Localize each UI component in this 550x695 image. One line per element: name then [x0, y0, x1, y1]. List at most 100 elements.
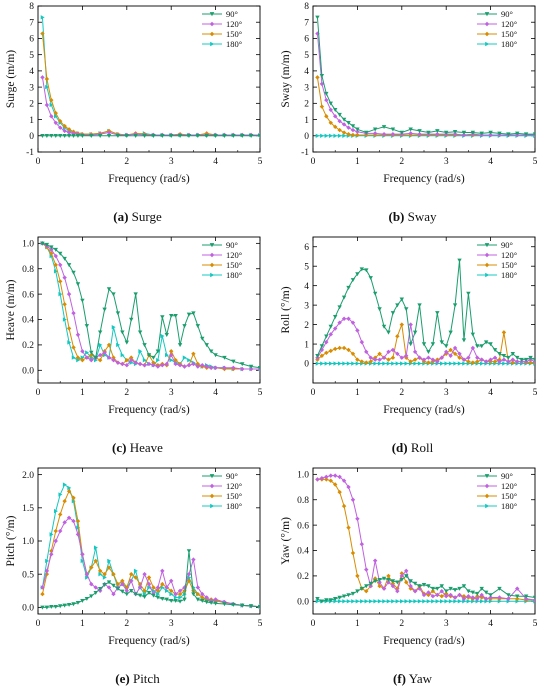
data-point [71, 345, 76, 350]
data-point [399, 297, 404, 302]
data-point [222, 365, 227, 370]
data-point [421, 592, 427, 598]
data-point [222, 134, 227, 138]
data-point [328, 332, 333, 337]
x-tick-label: 4 [488, 619, 493, 629]
data-point [209, 493, 215, 499]
data-point [319, 347, 325, 353]
data-point [337, 320, 342, 325]
data-point [209, 483, 215, 489]
data-point [532, 132, 535, 137]
y-tick-label: 7 [29, 18, 34, 28]
data-point [111, 292, 116, 297]
data-point [97, 357, 103, 363]
legend-label: 120° [501, 481, 517, 491]
data-point [97, 587, 103, 591]
data-point [492, 359, 498, 364]
data-point [71, 495, 76, 501]
x-tick-label: 0 [36, 388, 41, 398]
data-point [453, 599, 458, 604]
data-point [75, 532, 81, 537]
data-point [479, 131, 484, 136]
data-point [209, 252, 215, 258]
data-point [453, 361, 458, 366]
data-point [324, 91, 329, 96]
legend-label: 90° [226, 9, 238, 19]
data-point [462, 361, 467, 366]
y-axis-label: Yaw (°/m) [280, 517, 292, 565]
data-point [177, 134, 183, 138]
data-point [390, 131, 396, 137]
data-point [53, 528, 58, 534]
data-point [350, 320, 356, 325]
series-layer [315, 15, 535, 138]
data-point [430, 586, 436, 591]
data-point [257, 134, 260, 138]
data-point [373, 599, 378, 604]
data-point [515, 355, 520, 360]
data-point [506, 359, 511, 364]
data-point [142, 134, 147, 138]
data-point [484, 483, 490, 489]
data-point [85, 575, 90, 580]
data-point [58, 125, 63, 130]
panel-yaw: 0 1 2 3 4 5 0.0 0.2 0.4 0.6 0.8 1.0 Frequency (rad/s… [275, 462, 550, 693]
data-point [222, 355, 227, 360]
data-point [66, 134, 72, 138]
data-point [337, 133, 342, 138]
data-point [444, 599, 449, 604]
data-point [84, 324, 90, 329]
data-point [324, 339, 329, 345]
data-point [342, 133, 347, 138]
data-point [49, 102, 54, 108]
data-point [169, 357, 174, 363]
data-point [515, 594, 520, 599]
data-point [191, 311, 196, 316]
data-point [58, 291, 63, 297]
series-layer [40, 15, 260, 138]
data-point [191, 592, 196, 597]
data-point [49, 552, 54, 557]
data-point [368, 583, 373, 589]
x-tick-label: 5 [258, 157, 263, 167]
panel-heave: 0 1 2 3 4 5 0.0 0.2 0.4 0.6 0.8 1.0 Frequency (rad/s… [0, 231, 275, 462]
data-point [62, 482, 67, 487]
y-tick-label: 0.8 [297, 496, 309, 506]
data-point [484, 252, 490, 258]
data-point [40, 605, 45, 610]
y-tick-label: 5 [304, 262, 309, 272]
data-point [89, 134, 94, 138]
data-point [426, 355, 431, 360]
data-point [62, 128, 67, 134]
x-tick-label: 3 [169, 388, 174, 398]
data-point [315, 31, 320, 36]
data-point [177, 599, 183, 604]
data-point [466, 594, 471, 599]
data-point [337, 361, 342, 366]
data-point [210, 41, 215, 47]
data-point [151, 134, 156, 138]
data-point [350, 132, 356, 138]
data-point [137, 593, 143, 598]
data-point [346, 525, 351, 530]
x-tick-label: 1 [355, 619, 360, 629]
data-point [204, 364, 209, 369]
data-point [408, 127, 413, 132]
data-point [497, 359, 502, 364]
data-point [324, 97, 329, 103]
data-point [124, 134, 129, 138]
x-tick-label: 1 [355, 157, 360, 167]
data-point [475, 344, 480, 349]
data-point [417, 131, 422, 137]
x-tick-label: 2 [399, 388, 404, 398]
y-tick-label: 0.8 [22, 265, 34, 275]
legend-label: 90° [226, 471, 238, 481]
data-point [381, 324, 387, 329]
data-point [186, 363, 192, 368]
data-point [333, 597, 338, 601]
data-point [151, 355, 156, 360]
data-point [160, 363, 165, 368]
data-point [417, 586, 422, 591]
data-point [58, 528, 63, 534]
data-point [40, 15, 45, 20]
